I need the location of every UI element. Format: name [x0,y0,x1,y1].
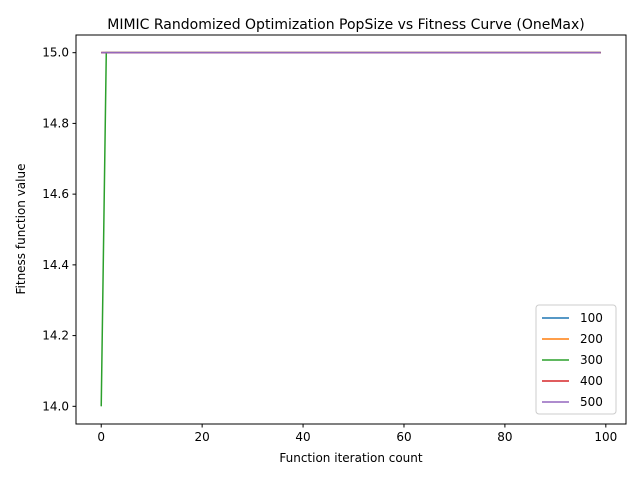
y-tick-label: 14.6 [42,187,69,201]
legend-label-400: 400 [580,374,603,388]
x-axis: 0 20 40 60 80 100 [97,424,617,444]
y-tick-label: 14.4 [42,258,69,272]
chart-title: MIMIC Randomized Optimization PopSize vs… [107,17,584,33]
y-axis: 14.0 14.2 14.4 14.6 14.8 15.0 [42,46,76,413]
legend: 100 200 300 400 500 [535,304,617,415]
y-tick-label: 14.2 [42,329,69,343]
legend-label-200: 200 [580,332,603,346]
legend-label-300: 300 [580,353,603,367]
x-tick-label: 20 [195,430,210,444]
x-axis-label: Function iteration count [279,451,423,465]
x-tick-label: 80 [497,430,512,444]
plot-frame [75,34,627,425]
y-tick-label: 14.0 [42,399,69,413]
x-tick-label: 0 [97,430,105,444]
y-tick-label: 15.0 [42,46,69,60]
y-tick-label: 14.8 [42,116,69,130]
legend-label-500: 500 [580,395,603,409]
y-axis-label: Fitness function value [14,164,28,295]
plot-lines [100,51,601,407]
x-tick-label: 100 [594,430,617,444]
legend-label-100: 100 [580,311,603,325]
series-line-300 [100,51,601,407]
x-tick-label: 40 [295,430,310,444]
legend-box [535,304,617,415]
x-tick-label: 60 [396,430,411,444]
